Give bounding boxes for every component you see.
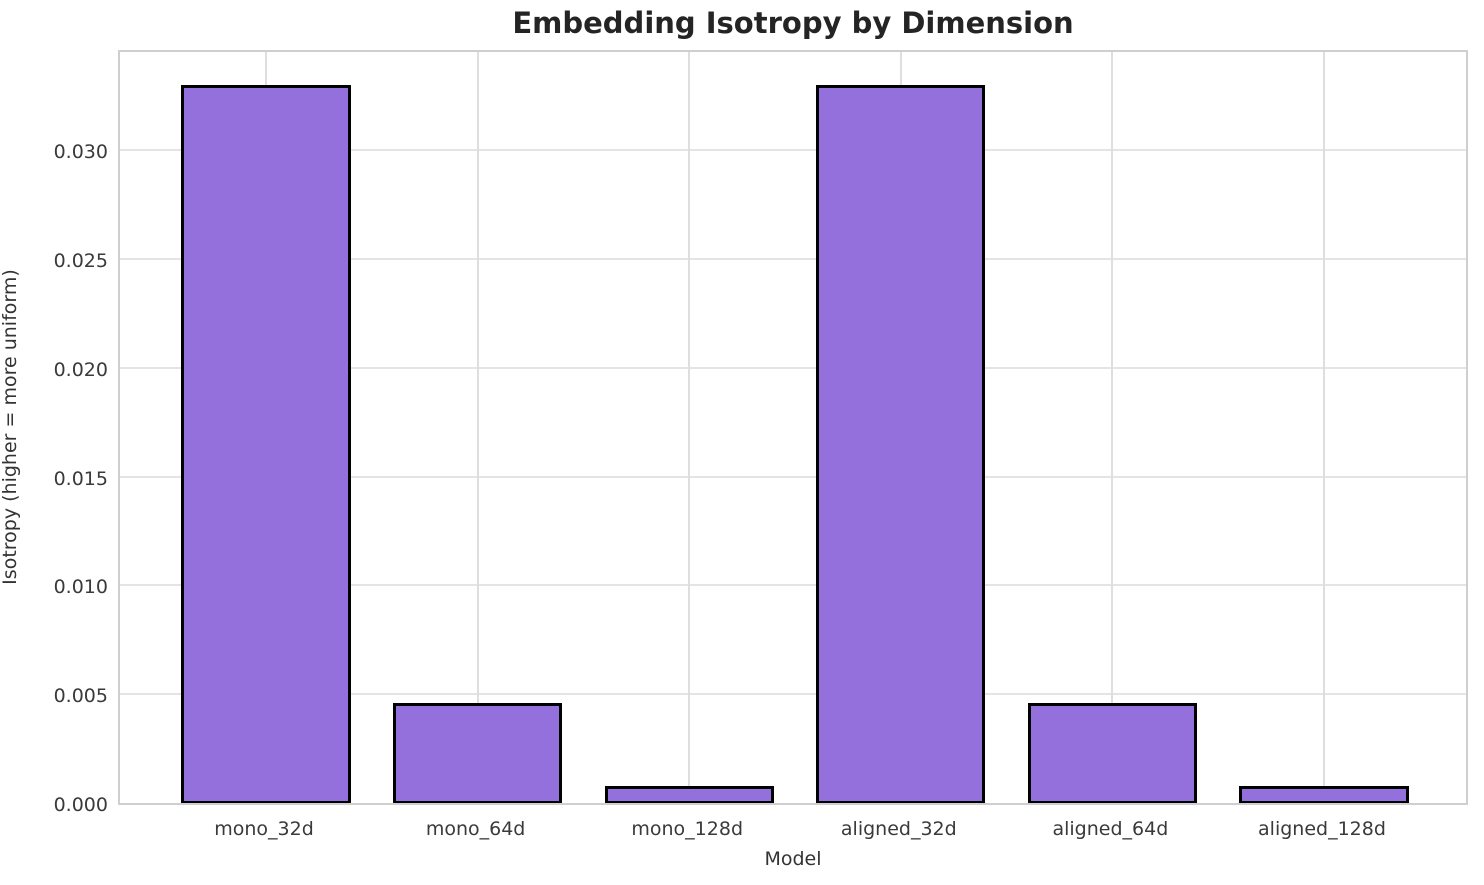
- x-tick-label: mono_64d: [425, 818, 526, 840]
- x-tick-label: aligned_128d: [1258, 818, 1386, 840]
- v-gridline: [476, 52, 479, 803]
- x-axis-label: Model: [764, 848, 822, 870]
- y-tick-label: 0.030: [53, 141, 108, 164]
- v-gridline: [1111, 52, 1114, 803]
- bar-mono_32d: [181, 85, 351, 803]
- h-gridline: [120, 475, 1466, 478]
- bar-mono_128d: [604, 785, 774, 803]
- y-tick-label: 0.020: [53, 358, 108, 381]
- bar-mono_64d: [392, 702, 563, 803]
- y-tick-label: 0.000: [53, 794, 108, 816]
- x-tick-label: aligned_32d: [840, 818, 957, 840]
- v-gridline: [688, 52, 691, 803]
- y-tick-label: 0.005: [53, 685, 108, 708]
- bar-aligned_128d: [1239, 785, 1409, 803]
- x-tick-label: aligned_64d: [1052, 818, 1169, 840]
- y-tick-label: 0.015: [53, 467, 108, 490]
- v-gridline: [1322, 52, 1325, 803]
- h-gridline: [120, 693, 1466, 696]
- h-gridline: [120, 584, 1466, 587]
- plot-area: [118, 50, 1468, 805]
- y-axis-label: Isotropy (higher = more uniform): [0, 269, 21, 585]
- y-tick-label: 0.025: [53, 250, 108, 273]
- y-tick-label: 0.010: [53, 576, 108, 599]
- x-tick-label: mono_32d: [214, 818, 314, 840]
- h-gridline: [120, 149, 1466, 152]
- chart-title: Embedding Isotropy by Dimension: [512, 6, 1074, 40]
- h-gridline: [120, 366, 1466, 369]
- x-tick-label: mono_128d: [631, 818, 743, 840]
- bar-aligned_32d: [816, 85, 986, 803]
- h-gridline: [120, 258, 1466, 261]
- bar-aligned_64d: [1027, 702, 1198, 803]
